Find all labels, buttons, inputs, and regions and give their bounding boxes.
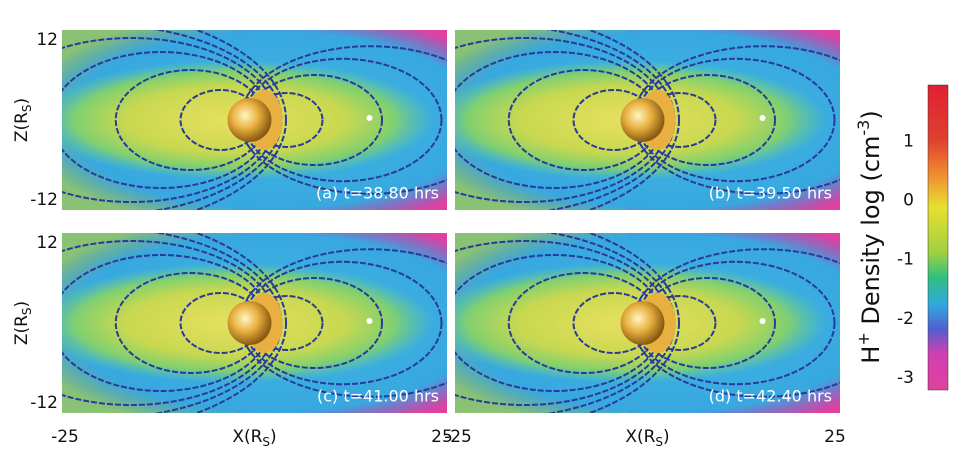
colorbar-label: H+ Density log (cm-3) bbox=[854, 110, 886, 363]
planet bbox=[620, 301, 665, 345]
field-line bbox=[635, 57, 836, 183]
moon bbox=[366, 318, 373, 324]
field-line bbox=[632, 45, 840, 195]
x-label-part: ) bbox=[270, 427, 277, 447]
field-line bbox=[586, 30, 680, 210]
panel bbox=[455, 233, 840, 413]
y-label-part: ) bbox=[12, 98, 32, 105]
field-line bbox=[242, 57, 443, 183]
planet bbox=[227, 98, 272, 142]
planet bbox=[620, 98, 665, 142]
y-label-part: Z(R bbox=[12, 315, 32, 345]
moon bbox=[759, 318, 766, 324]
x-label-part: S bbox=[655, 435, 663, 449]
colorbar-tick-label: -1 bbox=[897, 250, 914, 270]
y-axis-label: Z(RS) bbox=[12, 98, 34, 142]
field-line bbox=[239, 45, 447, 195]
field-line bbox=[632, 248, 840, 398]
x-tick-label: 25 bbox=[824, 427, 846, 447]
field-line bbox=[193, 30, 287, 210]
x-tick-label: -25 bbox=[51, 427, 79, 447]
x-tick-label: 25 bbox=[431, 427, 453, 447]
panel bbox=[455, 30, 840, 210]
x-label-part: X(R bbox=[232, 427, 262, 447]
y-tick-label: 12 bbox=[36, 233, 58, 253]
colorbar-tick-label: -3 bbox=[897, 368, 914, 388]
x-axis-label: X(RS) bbox=[625, 427, 669, 449]
field-line bbox=[586, 233, 680, 413]
panel bbox=[62, 233, 447, 413]
panel-label: (d) t=42.40 hrs bbox=[709, 387, 832, 406]
panel-label: (a) t=38.80 hrs bbox=[316, 184, 439, 203]
y-tick-label: 12 bbox=[36, 30, 58, 50]
x-label-part: S bbox=[262, 435, 270, 449]
x-label-part: ) bbox=[663, 427, 670, 447]
colorbar-tick-label: 0 bbox=[903, 190, 914, 210]
y-label-part: ) bbox=[12, 301, 32, 308]
y-axis-label: Z(RS) bbox=[12, 301, 34, 345]
planet bbox=[227, 301, 272, 345]
panel-label: (c) t=41.00 hrs bbox=[317, 387, 439, 406]
x-label-part: X(R bbox=[625, 427, 655, 447]
field-line bbox=[635, 260, 836, 386]
x-axis-label: X(RS) bbox=[232, 427, 276, 449]
field-line bbox=[193, 233, 287, 413]
colorbar-tick-label: -2 bbox=[897, 309, 914, 329]
field-line bbox=[242, 260, 443, 386]
moon bbox=[366, 115, 373, 121]
moon bbox=[759, 115, 766, 121]
x-tick-label: -25 bbox=[444, 427, 472, 447]
field-line bbox=[239, 248, 447, 398]
y-label-part: Z(R bbox=[12, 112, 32, 142]
y-tick-label: -12 bbox=[30, 190, 58, 210]
y-label-part: S bbox=[20, 104, 34, 112]
y-label-part: S bbox=[20, 307, 34, 315]
colorbar bbox=[927, 84, 949, 391]
panel bbox=[62, 30, 447, 210]
y-tick-label: -12 bbox=[30, 393, 58, 413]
panel-label: (b) t=39.50 hrs bbox=[709, 184, 832, 203]
colorbar-tick-label: 1 bbox=[903, 131, 914, 151]
